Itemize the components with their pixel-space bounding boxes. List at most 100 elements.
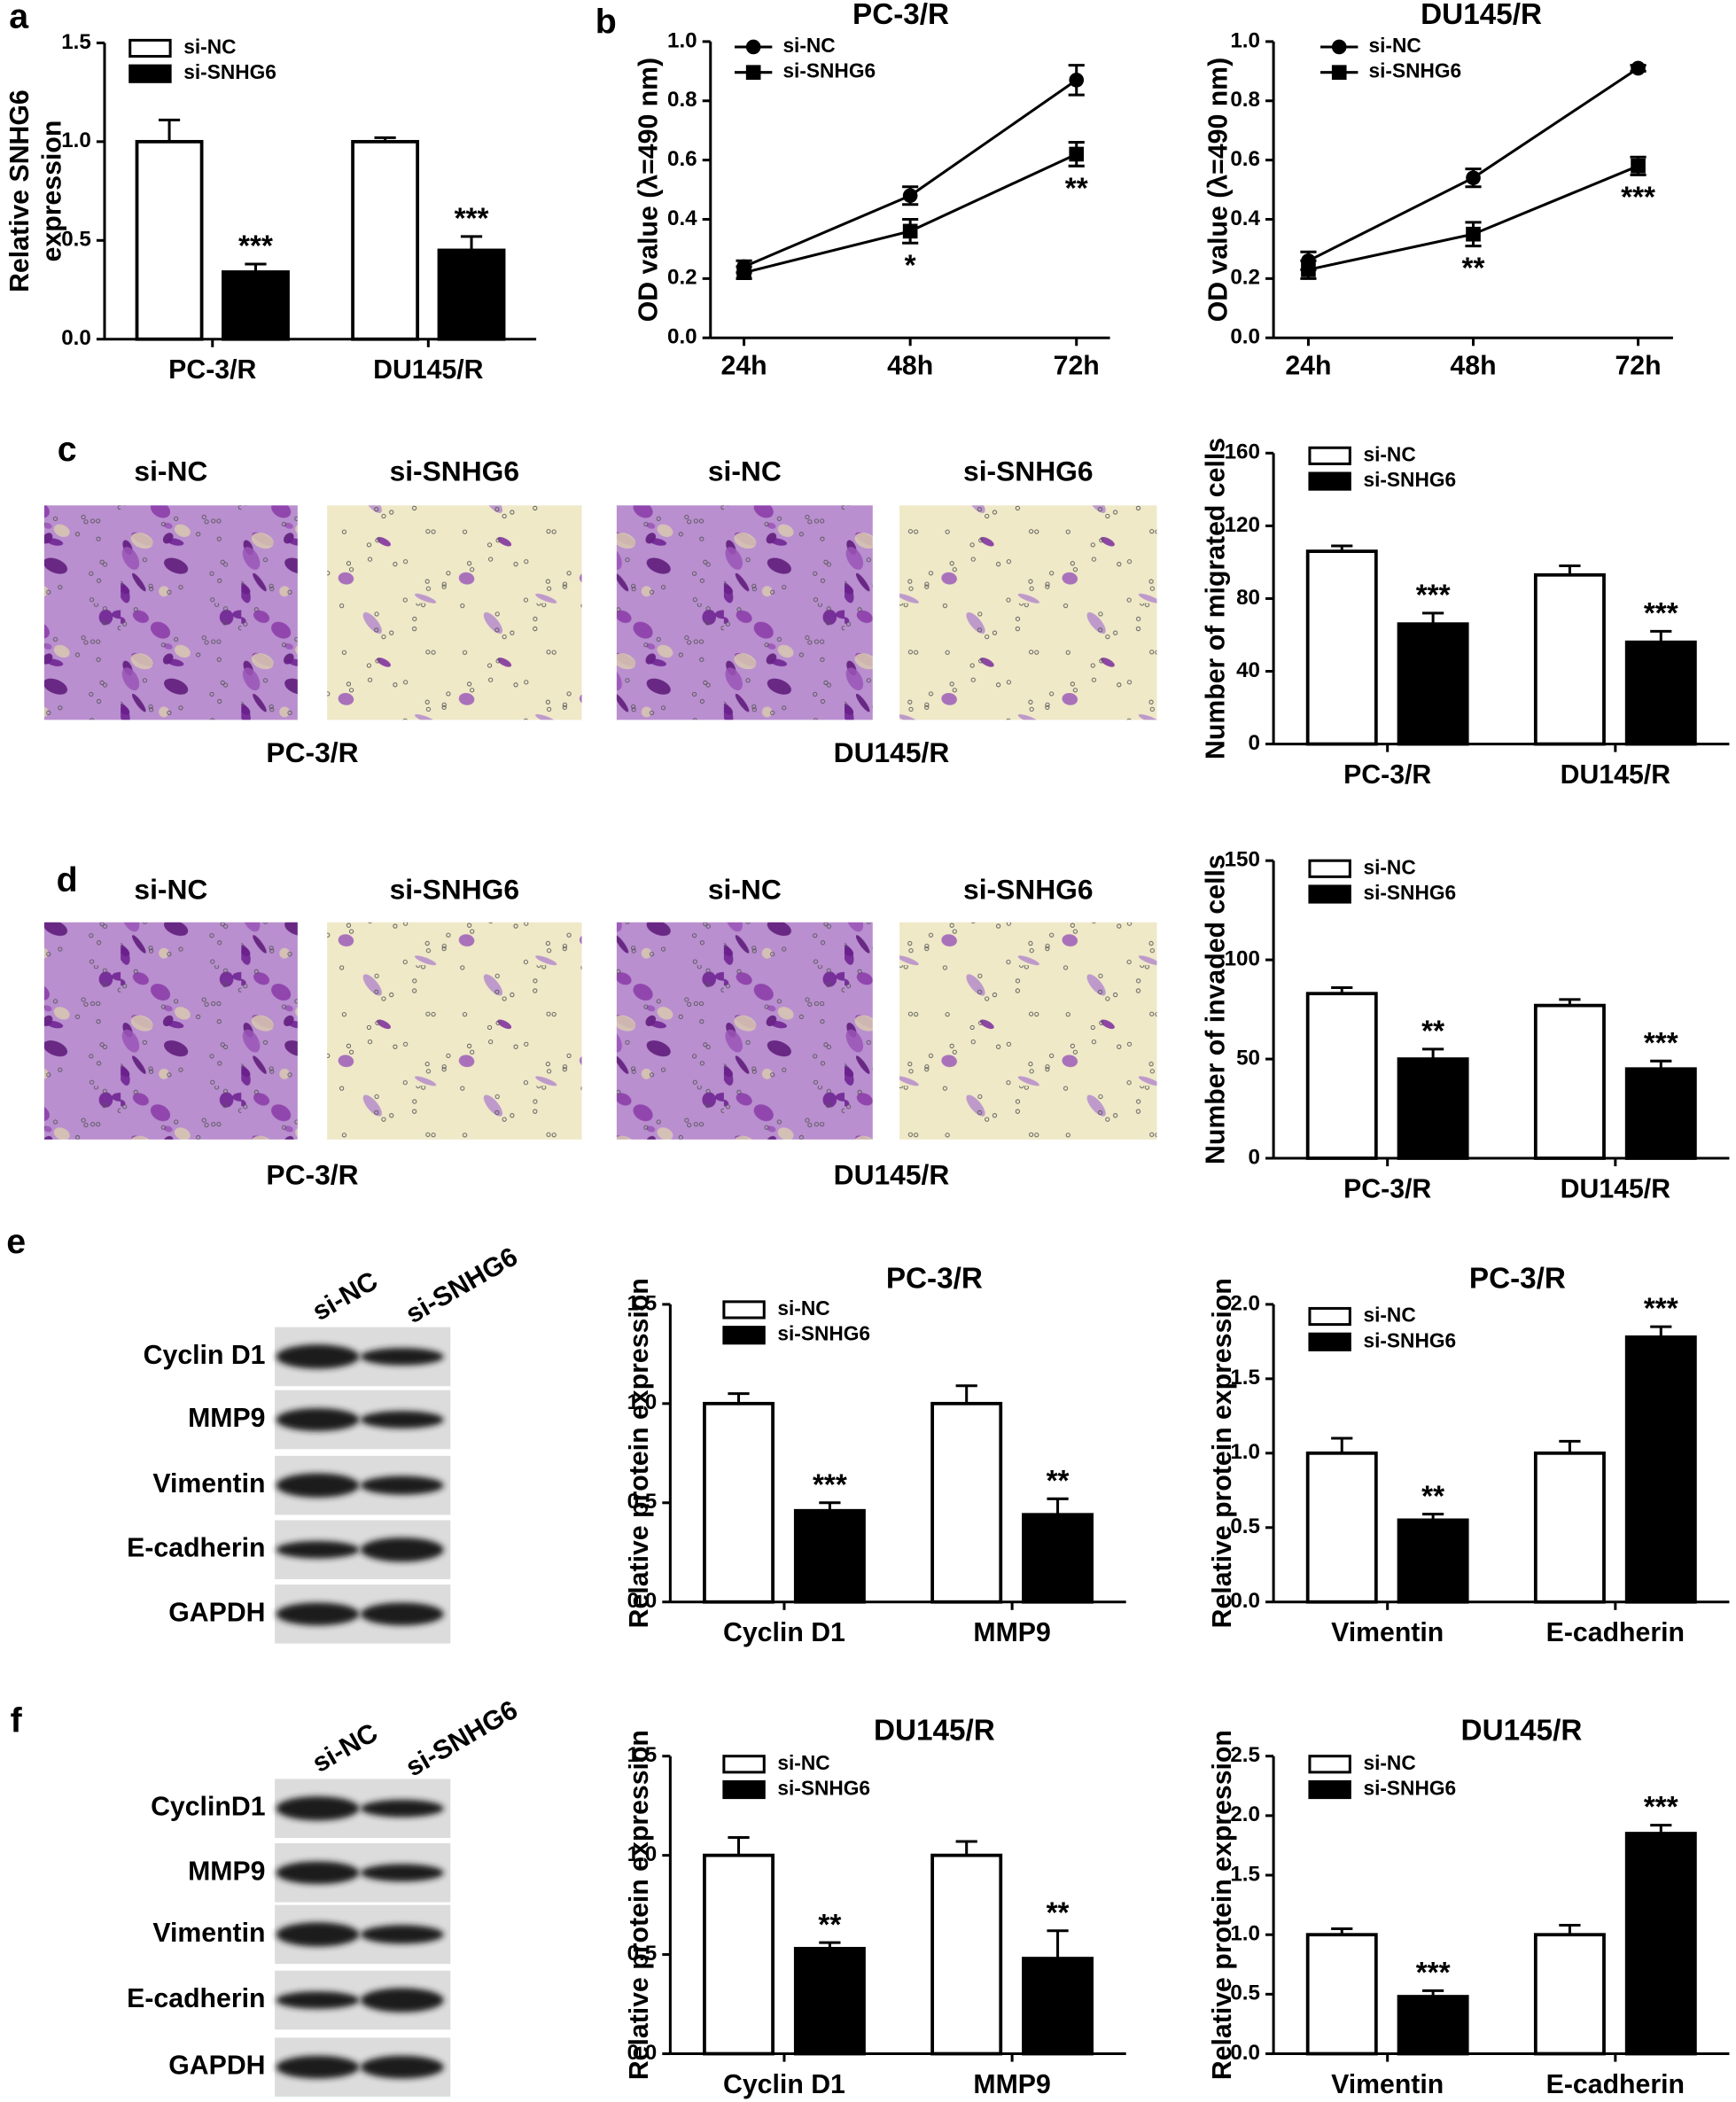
legend-label: si-SNHG6 — [1363, 881, 1456, 904]
y-axis-label: Relative SNHG6 — [5, 90, 35, 292]
panel-label: e — [6, 1222, 26, 1261]
protein-label: Vimentin — [152, 1919, 265, 1948]
bar — [1022, 1957, 1094, 2056]
bar — [1022, 1513, 1094, 1604]
y-tick-label: 2.0 — [1230, 1291, 1260, 1315]
legend-marker — [1331, 65, 1347, 81]
blot-band — [276, 1922, 360, 1947]
condition-label: si-NC — [134, 873, 207, 905]
y-tick-label: 0.4 — [1230, 206, 1260, 230]
legend-label: si-SNHG6 — [782, 59, 876, 82]
x-tick-label: DU145/R — [373, 355, 484, 385]
y-tick-label: 2.5 — [1230, 1743, 1260, 1767]
y-tick-label: 2.0 — [1230, 1802, 1260, 1826]
point — [1466, 226, 1481, 242]
panel-label: b — [596, 3, 617, 42]
condition-label: si-NC — [708, 455, 782, 487]
x-tick-label: MMP9 — [973, 1618, 1050, 1647]
y-tick-label: 1.5 — [1230, 1366, 1260, 1390]
chart-title: PC-3/R — [852, 0, 949, 31]
condition-label: si-SNHG6 — [390, 455, 519, 487]
legend-label: si-NC — [1363, 1304, 1415, 1327]
legend-swatch — [128, 38, 172, 58]
blot-band — [276, 1473, 360, 1498]
y-tick-label: 0.6 — [1230, 147, 1260, 171]
protein-label: Vimentin — [152, 1469, 265, 1499]
significance-label: *** — [1644, 1027, 1678, 1060]
y-tick-label: 120 — [1225, 513, 1260, 537]
blot-band — [276, 1796, 360, 1821]
significance-label: *** — [455, 202, 489, 235]
condition-label: si-NC — [708, 873, 782, 905]
y-tick-label: 0 — [1249, 1145, 1260, 1169]
micrograph — [43, 922, 298, 1140]
bar — [703, 1853, 775, 2056]
protein-label: GAPDH — [168, 1598, 265, 1627]
legend-label: si-SNHG6 — [183, 60, 276, 83]
x-tick-label: E-cadherin — [1546, 2070, 1685, 2099]
cell-line-label: PC-3/R — [266, 736, 358, 768]
blot-band — [360, 1602, 444, 1626]
legend-label: si-SNHG6 — [777, 1777, 870, 1800]
x-tick-label: PC-3/R — [168, 355, 256, 385]
y-tick-label: 1.0 — [627, 1842, 658, 1866]
protein-label: MMP9 — [188, 1857, 265, 1886]
legend-label: si-NC — [1363, 442, 1415, 465]
lane-label: si-NC — [307, 1718, 383, 1779]
protein-label: CyclinD1 — [151, 1793, 265, 1822]
legend-swatch — [1308, 1306, 1351, 1327]
bar — [1624, 1832, 1697, 2056]
panel-label: c — [58, 430, 77, 469]
legend-label: si-SNHG6 — [1363, 468, 1456, 491]
y-tick-label: 1.0 — [627, 1390, 658, 1414]
y-tick-label: 1.0 — [667, 28, 697, 52]
significance-label: ** — [1462, 253, 1485, 285]
y-tick-label: 1.5 — [1230, 1862, 1260, 1886]
legend-swatch — [722, 1779, 766, 1800]
legend-swatch — [722, 1755, 766, 1774]
blot-band — [360, 1348, 444, 1366]
blot-band — [276, 1861, 360, 1885]
y-axis-label: expression — [37, 121, 66, 262]
y-axis-label: Relative protein expression — [1208, 1278, 1237, 1628]
y-tick-label: 50 — [1236, 1046, 1260, 1070]
point — [902, 223, 918, 239]
y-tick-label: 1.5 — [627, 1291, 658, 1315]
significance-label: ** — [1065, 172, 1088, 205]
panel-label: a — [9, 0, 29, 36]
bar — [1624, 640, 1697, 746]
significance-label: *** — [1416, 1957, 1451, 1989]
significance-label: *** — [1416, 580, 1451, 612]
legend-marker — [745, 65, 761, 81]
bar — [1533, 1003, 1606, 1160]
y-tick-label: 0.8 — [667, 88, 697, 112]
protein-label: MMP9 — [188, 1404, 265, 1433]
significance-label: *** — [1644, 1791, 1678, 1824]
micrograph — [327, 505, 582, 720]
legend-label: si-NC — [1363, 855, 1415, 878]
chart-title: PC-3/R — [1469, 1262, 1566, 1295]
bar — [1397, 622, 1469, 746]
significance-label: *** — [238, 230, 273, 263]
legend-swatch — [128, 64, 172, 83]
blot-band — [276, 1344, 360, 1369]
y-axis-label: OD value (λ=490 nm) — [634, 58, 664, 322]
condition-label: si-SNHG6 — [390, 873, 519, 905]
bar — [1397, 1518, 1469, 1604]
bar — [793, 1508, 866, 1604]
significance-label: *** — [1644, 597, 1678, 630]
legend-marker — [1331, 39, 1347, 55]
bar — [1305, 992, 1378, 1160]
x-tick-label: MMP9 — [973, 2070, 1050, 2099]
x-tick-label: PC-3/R — [1343, 760, 1431, 790]
x-tick-label: DU145/R — [1561, 760, 1671, 790]
y-tick-label: 0.5 — [627, 1490, 658, 1514]
y-tick-label: 0.0 — [667, 325, 697, 349]
legend-label: si-NC — [183, 35, 236, 58]
legend-swatch — [1308, 1332, 1351, 1351]
y-axis-label: Relative protein expression — [625, 1278, 654, 1628]
chart-title: DU145/R — [1461, 1714, 1583, 1747]
protein-label: Cyclin D1 — [144, 1341, 266, 1370]
blot-band — [360, 1475, 444, 1495]
